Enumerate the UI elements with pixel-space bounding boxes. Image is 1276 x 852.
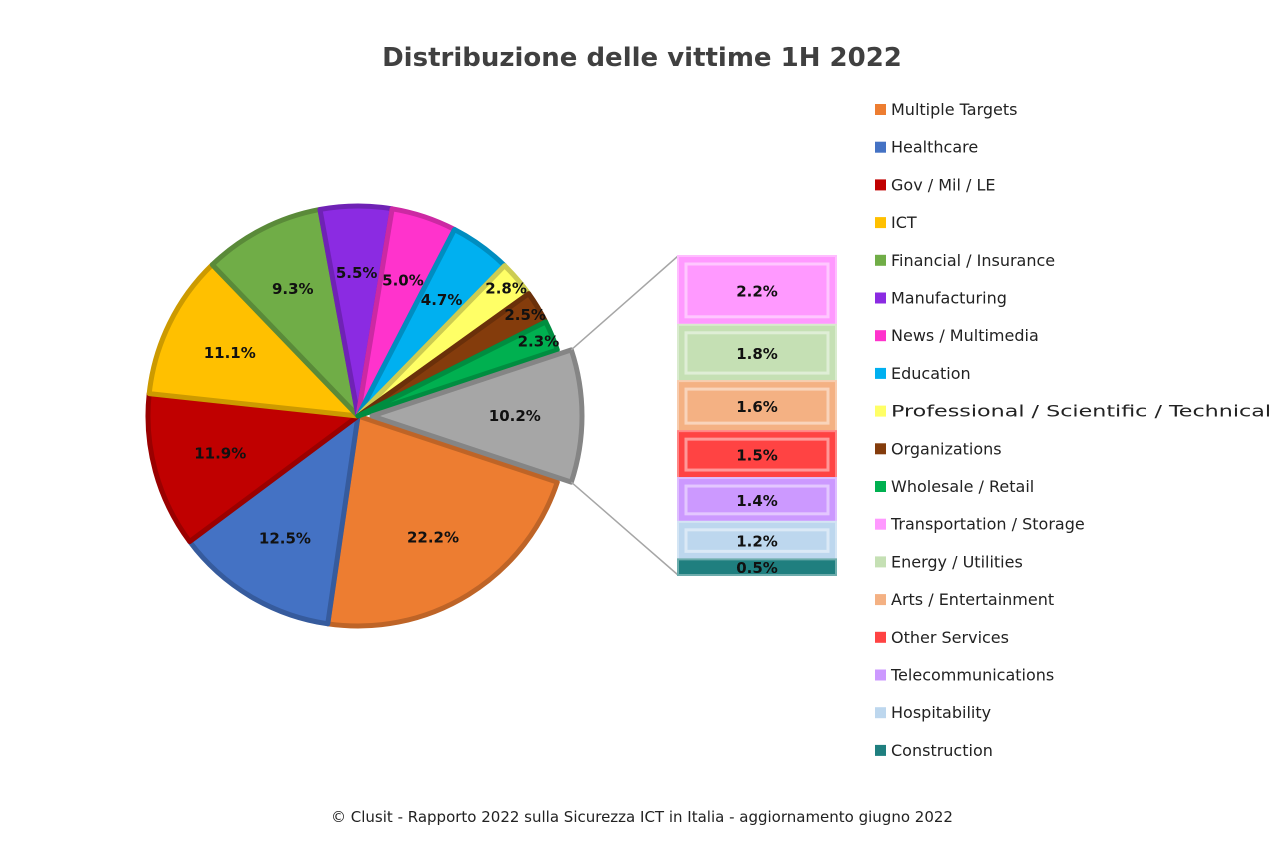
pie-label-professional-scientific-technical: 2.8%: [485, 280, 527, 298]
breakout-bar: 2.2% 1.8% 1.6% 1.5% 1.4% 1.2% 0.5%: [677, 255, 837, 577]
bar-segment-bevel: [684, 262, 830, 319]
bar-segment-bevel: [684, 331, 830, 375]
connector-lines: [570, 255, 679, 576]
legend-label-healthcare: Healthcare: [891, 138, 978, 157]
legend-swatch-telecommunications: [875, 669, 886, 681]
bar-segment-hospitability: [677, 520, 837, 561]
legend-swatch-multiple-targets: [875, 104, 886, 115]
legend-swatch-gov-mil-le: [875, 179, 886, 191]
connector-line-bottom: [570, 481, 679, 576]
pie-label-wholesale-retail: 2.3%: [518, 332, 560, 350]
bar-segment-transportation-storage: [677, 255, 837, 326]
pie-label-healthcare: 12.5%: [259, 530, 311, 548]
pie-slice-financial-insurance: [209, 206, 361, 419]
pie-slice-ict: [146, 262, 361, 419]
bar-label-telecommunications: 1.4%: [736, 492, 778, 510]
pie-slice-other: [369, 347, 585, 485]
pie-label-multiple-targets: 22.2%: [407, 529, 459, 547]
bar-segment-bevel: [684, 437, 830, 472]
pie: 22.2% 12.5% 11.9% 11.1% 9.3% 5.5% 5.0% 4.7% 2.8%…: [145, 203, 585, 629]
legend-swatch-healthcare: [875, 141, 886, 153]
legend-swatch-hospitability: [875, 707, 886, 719]
connector-line-top: [570, 255, 679, 351]
legend-label-construction: Construction: [891, 741, 993, 760]
legend-swatch-ict: [875, 217, 886, 229]
pie-label-education: 4.7%: [421, 291, 463, 309]
pie-slice-healthcare: [187, 413, 361, 627]
legend-swatch-transportation-storage: [875, 518, 886, 530]
pie-label-gov-mil-le: 11.9%: [194, 445, 246, 463]
legend-label-manufacturing: Manufacturing: [891, 289, 1007, 308]
bar-label-energy-utilities: 1.8%: [736, 345, 778, 363]
legend-label-transportation-storage: Transportation / Storage: [890, 515, 1085, 534]
pie-slice-wholesale-retail: [355, 319, 560, 419]
bar-label-other-services: 1.5%: [736, 447, 778, 465]
legend-label-hospitability: Hospitability: [891, 703, 991, 722]
chart-title: Distribuzione delle vittime 1H 2022: [382, 43, 902, 73]
pie-label-manufacturing: 5.5%: [336, 264, 378, 282]
legend-swatch-education: [875, 367, 886, 379]
legend-swatch-other-services: [875, 631, 886, 643]
legend-swatch-organizations: [875, 443, 886, 455]
legend-label-financial-insurance: Financial / Insurance: [891, 251, 1055, 270]
legend-swatch-manufacturing: [875, 292, 886, 304]
footer-caption: © Clusit - Rapporto 2022 sulla Sicurezza…: [331, 808, 953, 826]
legend-label-wholesale-retail: Wholesale / Retail: [891, 477, 1034, 496]
pie-slice-multiple-targets: [325, 413, 560, 629]
pie-label-organizations: 2.5%: [504, 306, 546, 324]
legend-label-ict: ICT: [891, 213, 917, 232]
bar-label-transportation-storage: 2.2%: [736, 282, 778, 300]
legend-label-gov-mil-le: Gov / Mil / LE: [891, 175, 996, 194]
legend-label-arts-entertainment: Arts / Entertainment: [891, 590, 1054, 609]
legend-swatch-construction: [875, 744, 886, 756]
pie-slice-gov-mil-le: [145, 391, 361, 545]
legend-swatch-professional-scientific-technical: [875, 405, 886, 417]
bar-label-hospitability: 1.2%: [736, 533, 778, 551]
legend-swatch-financial-insurance: [875, 254, 886, 266]
legend-label-other-services: Other Services: [891, 628, 1009, 647]
legend-label-professional-scientific-technical: Professional / Scientific / Technical: [891, 402, 1271, 421]
legend-swatch-news-multimedia: [875, 330, 886, 342]
legend-swatch-energy-utilities: [875, 556, 886, 568]
bar-segment-bevel: [684, 387, 830, 425]
legend-swatch-wholesale-retail: [875, 481, 886, 492]
legend-label-multiple-targets: Multiple Targets: [891, 100, 1017, 119]
bar-label-construction: 0.5%: [736, 559, 778, 577]
legend-label-education: Education: [891, 364, 971, 383]
pie-label-ict: 11.1%: [204, 344, 256, 362]
legend: Multiple Targets Healthcare Gov / Mil / LE…: [875, 100, 1271, 760]
legend-swatch-arts-entertainment: [875, 594, 886, 606]
bar-label-arts-entertainment: 1.6%: [736, 398, 778, 416]
pie-label-other: 10.2%: [489, 407, 541, 425]
pie-label-news-multimedia: 5.0%: [382, 271, 424, 289]
pie-label-financial-insurance: 9.3%: [272, 280, 314, 298]
bar-segment-bevel: [684, 528, 830, 553]
legend-label-news-multimedia: News / Multimedia: [891, 326, 1039, 345]
legend-label-organizations: Organizations: [891, 439, 1002, 458]
legend-label-energy-utilities: Energy / Utilities: [891, 552, 1023, 571]
bar-segment-bevel: [684, 484, 830, 516]
bar-segment-construction: [677, 558, 837, 576]
legend-label-telecommunications: Telecommunications: [890, 666, 1054, 685]
